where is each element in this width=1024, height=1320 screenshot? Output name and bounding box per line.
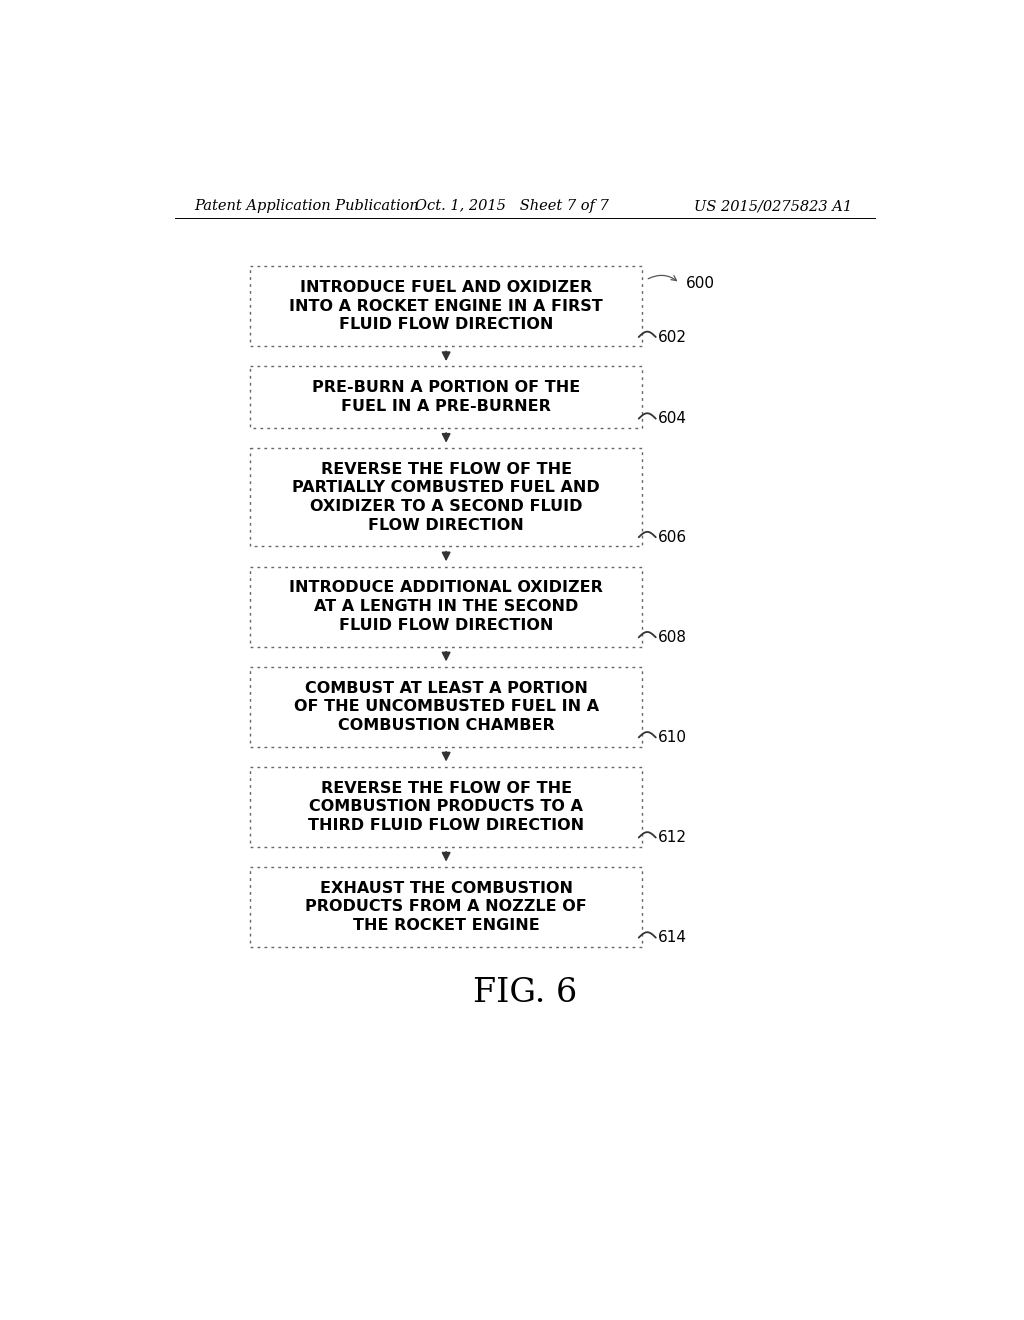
Text: 610: 610 xyxy=(658,730,687,744)
Bar xyxy=(251,667,642,747)
Text: 612: 612 xyxy=(658,830,687,845)
Bar xyxy=(251,767,642,847)
Text: 608: 608 xyxy=(658,630,687,645)
Text: 606: 606 xyxy=(658,529,687,545)
Text: Patent Application Publication: Patent Application Publication xyxy=(194,199,419,213)
Text: INTRODUCE FUEL AND OXIDIZER
INTO A ROCKET ENGINE IN A FIRST
FLUID FLOW DIRECTION: INTRODUCE FUEL AND OXIDIZER INTO A ROCKE… xyxy=(289,280,603,333)
Bar xyxy=(251,367,642,428)
Text: US 2015/0275823 A1: US 2015/0275823 A1 xyxy=(693,199,852,213)
Text: REVERSE THE FLOW OF THE
COMBUSTION PRODUCTS TO A
THIRD FLUID FLOW DIRECTION: REVERSE THE FLOW OF THE COMBUSTION PRODU… xyxy=(308,780,585,833)
Bar xyxy=(251,867,642,946)
Text: 602: 602 xyxy=(658,330,687,345)
Text: 604: 604 xyxy=(658,411,687,426)
Text: COMBUST AT LEAST A PORTION
OF THE UNCOMBUSTED FUEL IN A
COMBUSTION CHAMBER: COMBUST AT LEAST A PORTION OF THE UNCOMB… xyxy=(294,681,599,733)
Bar xyxy=(251,267,642,346)
Text: FIG. 6: FIG. 6 xyxy=(473,977,577,1008)
Text: EXHAUST THE COMBUSTION
PRODUCTS FROM A NOZZLE OF
THE ROCKET ENGINE: EXHAUST THE COMBUSTION PRODUCTS FROM A N… xyxy=(305,880,587,933)
Bar xyxy=(251,447,642,546)
Text: PRE-BURN A PORTION OF THE
FUEL IN A PRE-BURNER: PRE-BURN A PORTION OF THE FUEL IN A PRE-… xyxy=(312,380,581,414)
Text: 600: 600 xyxy=(686,276,715,290)
Text: Oct. 1, 2015   Sheet 7 of 7: Oct. 1, 2015 Sheet 7 of 7 xyxy=(415,199,608,213)
Text: INTRODUCE ADDITIONAL OXIDIZER
AT A LENGTH IN THE SECOND
FLUID FLOW DIRECTION: INTRODUCE ADDITIONAL OXIDIZER AT A LENGT… xyxy=(289,581,603,632)
Text: 614: 614 xyxy=(658,931,687,945)
Bar xyxy=(251,566,642,647)
Text: REVERSE THE FLOW OF THE
PARTIALLY COMBUSTED FUEL AND
OXIDIZER TO A SECOND FLUID
: REVERSE THE FLOW OF THE PARTIALLY COMBUS… xyxy=(292,462,600,532)
